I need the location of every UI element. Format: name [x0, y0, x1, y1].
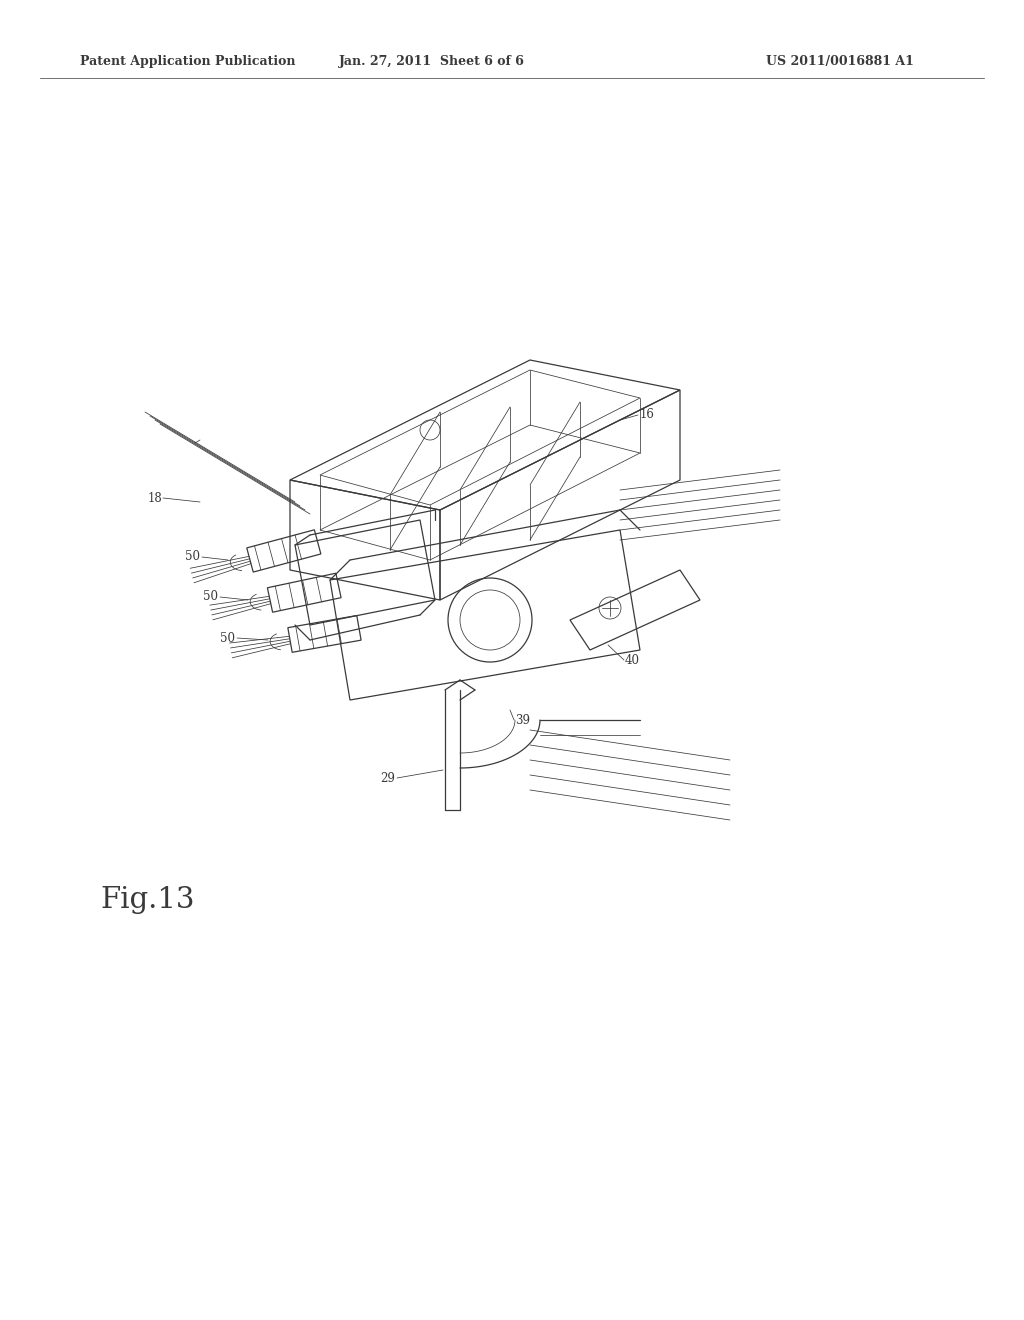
- Text: US 2011/0016881 A1: US 2011/0016881 A1: [766, 55, 914, 69]
- Text: 40: 40: [625, 653, 640, 667]
- Text: 50: 50: [220, 631, 234, 644]
- Text: Patent Application Publication: Patent Application Publication: [80, 55, 296, 69]
- Text: 39: 39: [515, 714, 530, 726]
- Text: Fig.13: Fig.13: [100, 886, 195, 913]
- Text: 29: 29: [380, 771, 395, 784]
- Text: 18: 18: [147, 491, 162, 504]
- Text: 50: 50: [185, 550, 200, 564]
- Text: 50: 50: [203, 590, 218, 603]
- Text: Jan. 27, 2011  Sheet 6 of 6: Jan. 27, 2011 Sheet 6 of 6: [339, 55, 525, 69]
- Text: 16: 16: [640, 408, 655, 421]
